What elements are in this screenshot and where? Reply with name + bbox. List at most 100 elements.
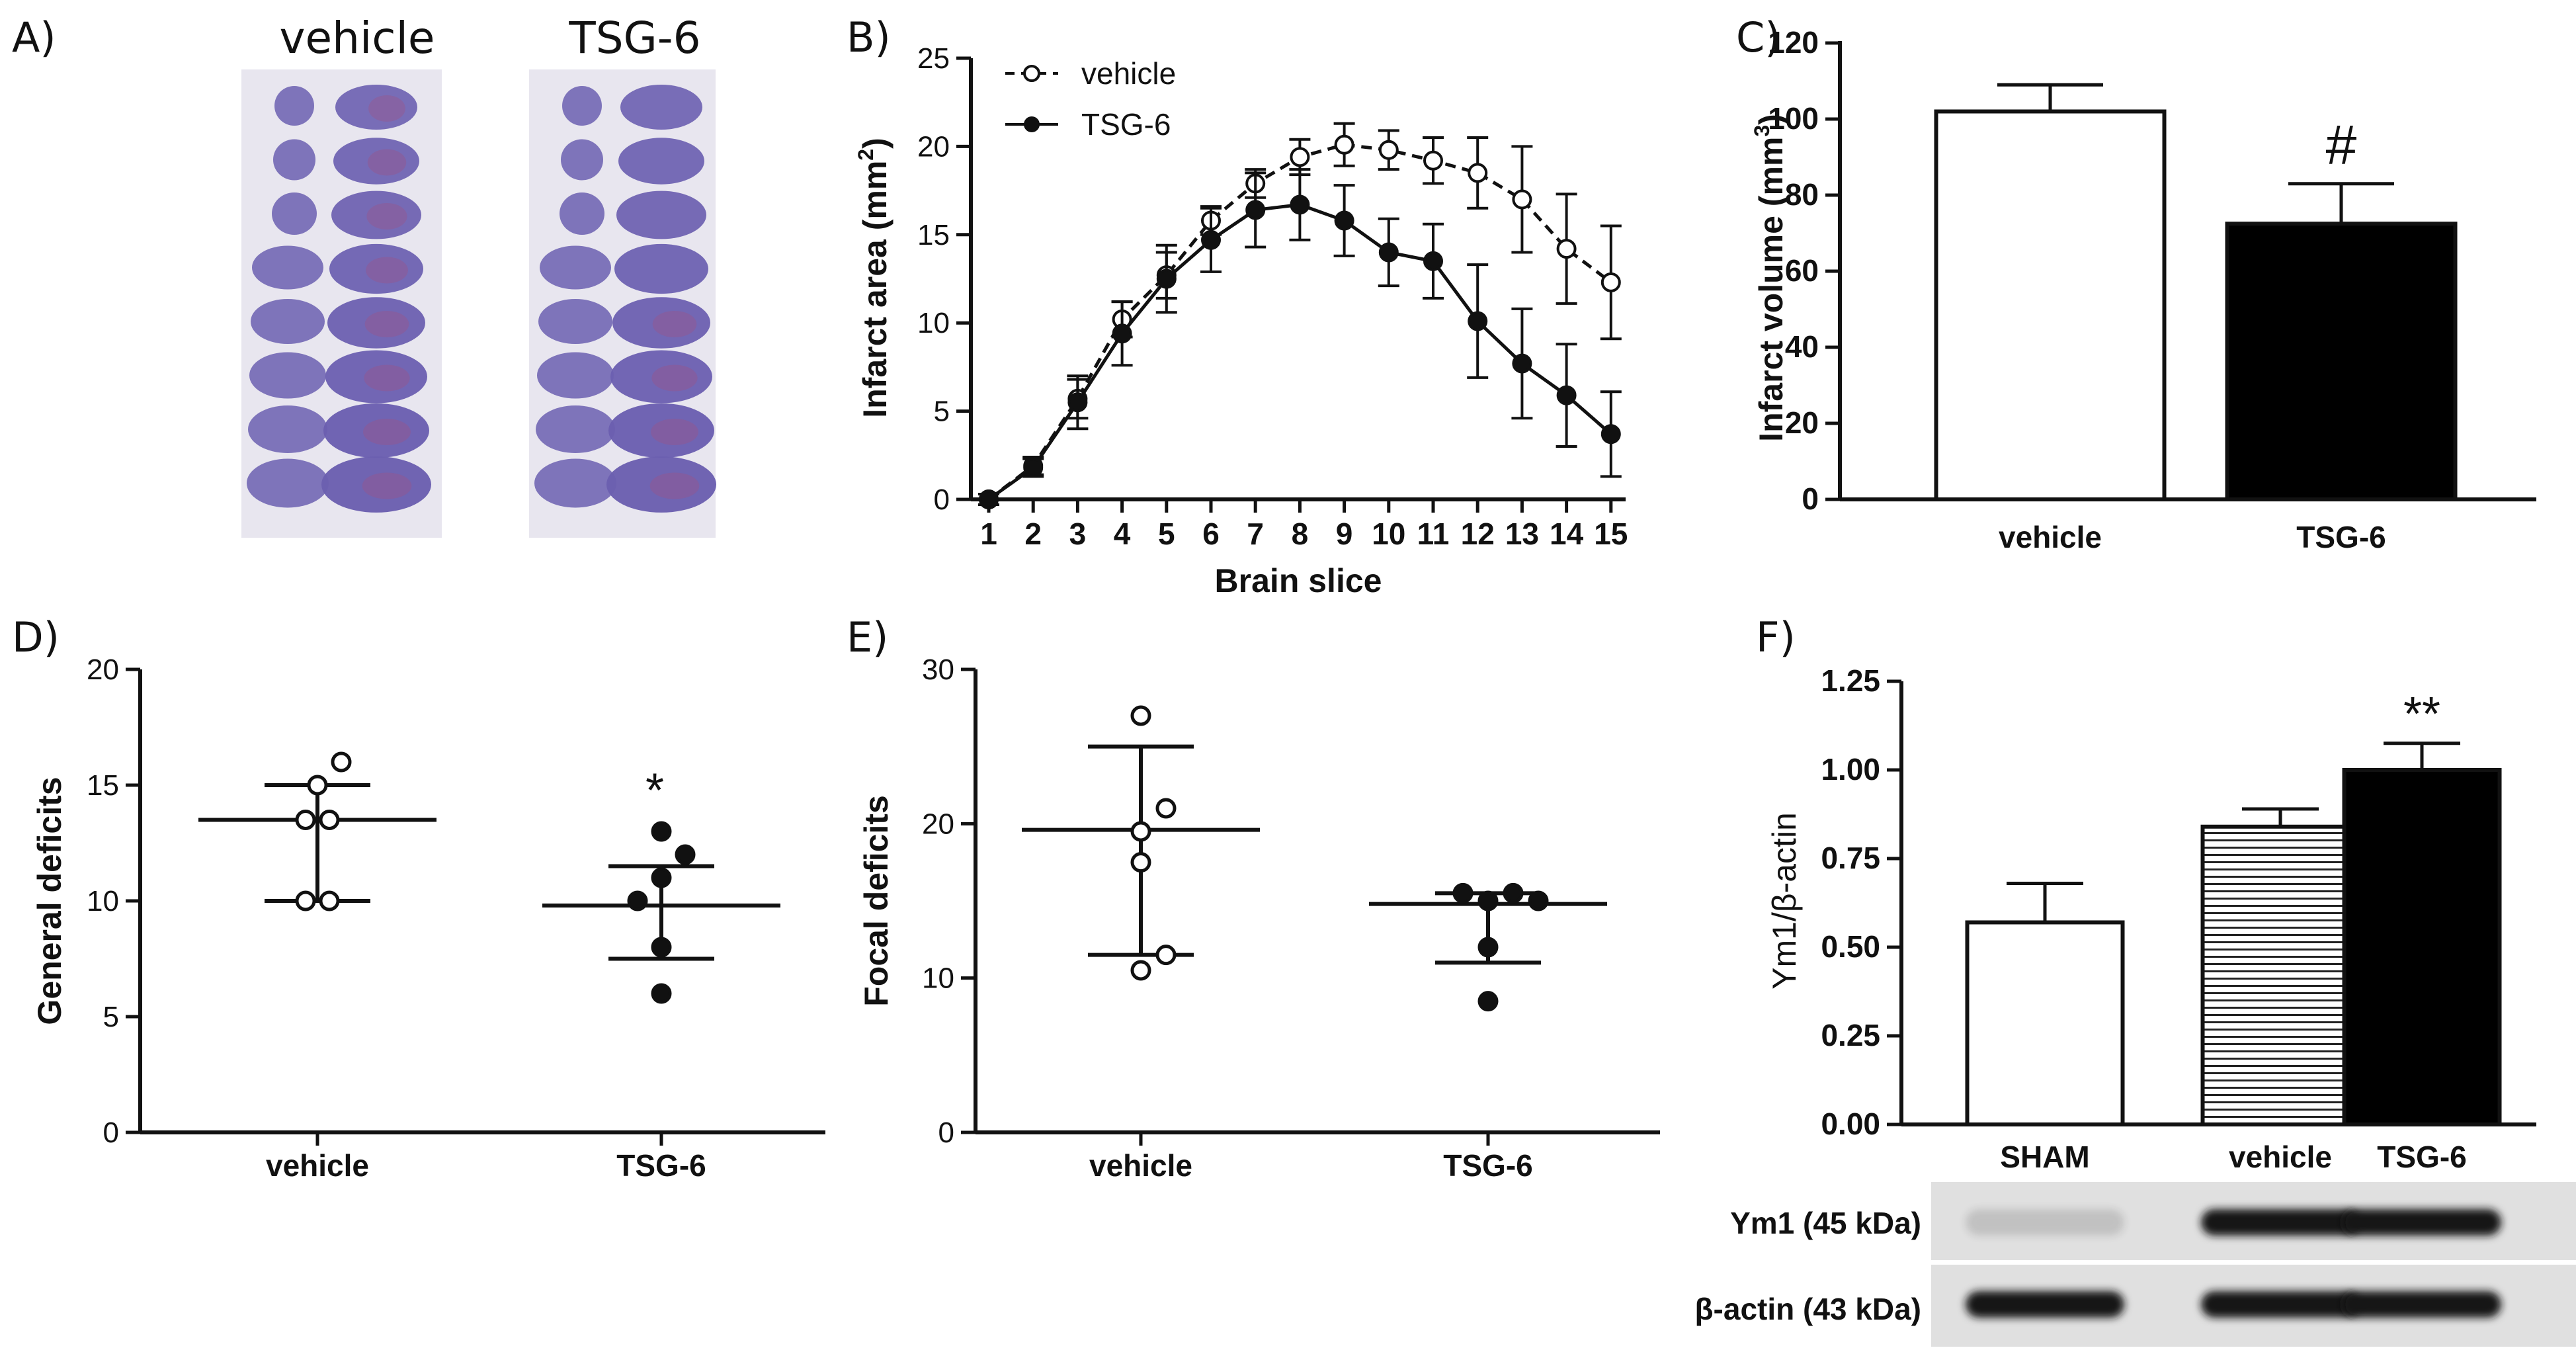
actin-band	[2201, 1291, 2360, 1318]
brain-slice-small	[274, 86, 314, 126]
f-category-label: TSG-6	[2377, 1140, 2466, 1174]
b-x-label: Brain slice	[1215, 562, 1382, 599]
vehicle-point	[1290, 147, 1310, 167]
vehicle-point	[319, 810, 340, 830]
infarct-region	[363, 419, 411, 445]
infarct-region	[649, 472, 700, 499]
x-category-label: vehicle	[266, 1148, 369, 1183]
infarct-region	[364, 364, 410, 392]
y-tick-label: 0.50	[1821, 929, 1880, 964]
c-y-ticks: 0 20 40 60 80 100 120	[1768, 25, 1840, 516]
c-category-label: TSG-6	[2296, 520, 2386, 554]
brain-slice-large	[614, 243, 708, 294]
panel-label-c: C)	[1736, 13, 1780, 62]
tsg6-point	[1512, 353, 1532, 374]
vehicle-point	[295, 890, 316, 911]
vehicle-point	[1130, 852, 1151, 873]
panel-label-f: F)	[1756, 613, 1796, 661]
d-plot: vehicle TSG-6 *	[198, 751, 780, 1183]
x-tick-label: 11	[1417, 517, 1450, 551]
f-bar-vehicle	[2200, 824, 2360, 1126]
tsg6-point	[1023, 457, 1044, 478]
brain-slice-large	[331, 190, 421, 239]
brain-slice-large	[612, 297, 710, 349]
tsg6-point	[1452, 882, 1474, 904]
tsg6-point	[1477, 937, 1499, 958]
y-tick-label: 0	[103, 1117, 119, 1149]
tsg6-point	[651, 867, 672, 888]
western-blot: Ym1 (45 kDa) β-actin (43 kDa)	[1694, 1182, 2576, 1347]
y-tick-label: 60	[1785, 253, 1819, 288]
ym1-band	[2343, 1209, 2501, 1236]
brain-slice-large	[616, 190, 706, 239]
brain-slice-small	[540, 245, 611, 290]
tsg6-point	[675, 844, 696, 865]
vehicle-point	[1130, 821, 1151, 842]
tsg6-point	[1201, 230, 1221, 250]
legend-tsg6-label: TSG-6	[1081, 107, 1171, 142]
brain-slice-large	[335, 85, 417, 130]
infarct-region	[364, 311, 409, 337]
vehicle-point	[1378, 140, 1399, 160]
d-y-label: General deficits	[31, 777, 68, 1025]
x-tick-label: 14	[1550, 517, 1584, 551]
c-y-label: Infarct volume (mm3)	[1750, 114, 1790, 442]
x-category-label: vehicle	[1089, 1148, 1192, 1183]
y-tick-label: 0	[934, 484, 950, 516]
x-tick-label: 4	[1114, 517, 1131, 551]
y-tick-label: 1.25	[1821, 663, 1880, 698]
y-tick-label: 20	[87, 654, 119, 686]
d-significance-mark: *	[645, 765, 664, 818]
c-significance-mark: #	[2326, 114, 2357, 176]
panel-d-scatter: 0 5 10 15 20 General deficits vehicle TSG-6 *	[31, 654, 825, 1183]
infarct-region	[368, 95, 405, 122]
brain-slice-large	[618, 138, 704, 185]
tsg6-point	[1528, 890, 1549, 911]
x-tick-label: 5	[1158, 517, 1175, 551]
blot-label-actin: β-actin (43 kDa)	[1694, 1292, 1921, 1326]
tsg6-point	[1468, 311, 1488, 331]
y-tick-label: 15	[87, 769, 119, 802]
tsg6-point	[1334, 210, 1354, 231]
x-category-label: TSG-6	[1443, 1148, 1532, 1183]
panel-c-bar-chart: 0 20 40 60 80 100 120 Infarct volume (mm3) veh…	[1750, 25, 2536, 554]
brain-slice-large	[606, 456, 716, 513]
brain-slice-large	[329, 243, 423, 294]
y-tick-label: 25	[917, 42, 950, 75]
tsg6-point	[1556, 385, 1577, 405]
vehicle-point	[1130, 705, 1151, 726]
x-tick-label: 6	[1202, 517, 1220, 551]
y-tick-label: 100	[1768, 101, 1819, 136]
y-tick-label: 0	[938, 1117, 954, 1149]
vehicle-point	[1155, 945, 1177, 966]
tsg6-point	[651, 937, 672, 958]
vehicle-point	[1600, 272, 1621, 292]
brain-slice-small	[538, 299, 612, 344]
blot-label-ym1: Ym1 (45 kDa)	[1730, 1206, 1921, 1240]
y-tick-label: 0.75	[1821, 841, 1880, 875]
b-legend: vehicle TSG-6	[1005, 56, 1176, 142]
e-plot: vehicle TSG-6	[1022, 705, 1607, 1183]
brain-slice-large	[323, 403, 429, 458]
brain-slice-small	[534, 458, 616, 508]
vehicle-point	[331, 751, 352, 773]
tsg6-point	[1112, 323, 1132, 344]
y-tick-label: 40	[1785, 329, 1819, 364]
brain-slice-large	[327, 297, 425, 349]
y-tick-label: 1.00	[1821, 752, 1880, 786]
d-y-ticks: 0 5 10 15 20	[87, 654, 140, 1149]
photo-label-tsg6: TSG-6	[568, 13, 700, 63]
panel-label-a: A)	[12, 13, 56, 62]
y-tick-label: 10	[87, 885, 119, 917]
infarct-region	[366, 203, 407, 230]
vehicle-point	[1468, 163, 1488, 183]
panel-label-d: D)	[12, 613, 60, 661]
brain-slice-small	[273, 139, 315, 181]
x-tick-label: 12	[1461, 517, 1495, 551]
infarct-region	[651, 364, 698, 392]
legend-tsg6-marker	[1024, 116, 1040, 132]
panel-a: vehicle TSG-6	[241, 13, 716, 538]
y-tick-label: 80	[1785, 177, 1819, 212]
tsg6-point	[1156, 269, 1177, 289]
